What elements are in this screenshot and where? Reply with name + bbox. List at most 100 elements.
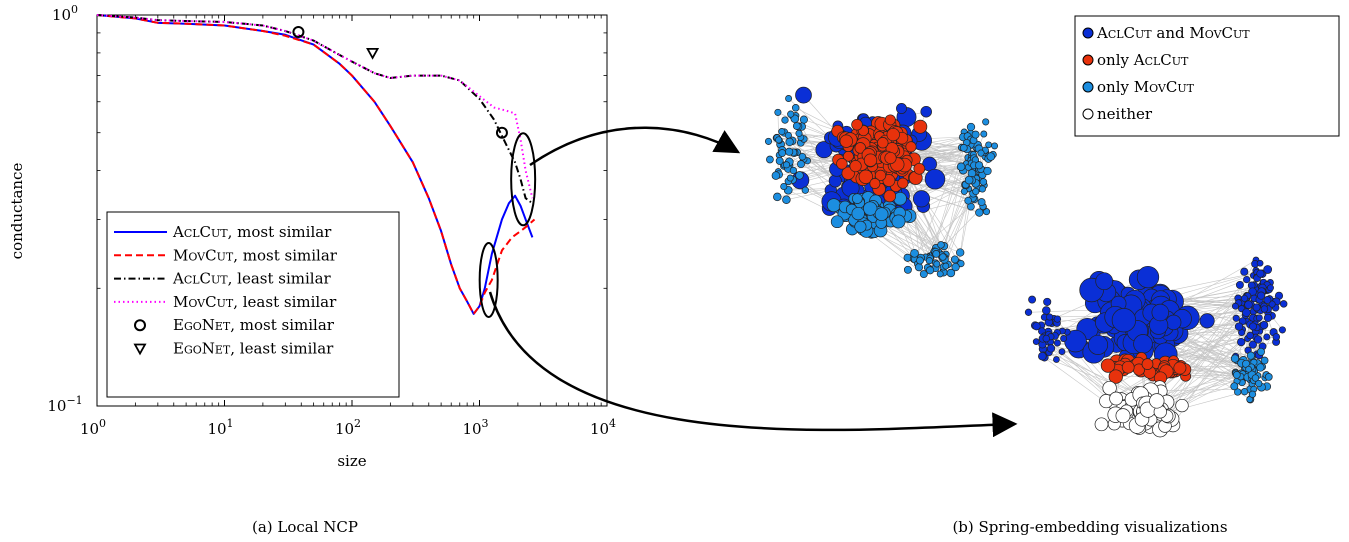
network-node — [782, 161, 791, 169]
network-node — [1240, 267, 1249, 276]
legend-label: AclCut, least similar — [172, 270, 332, 288]
caption-b: (b) Spring-embedding visualizations — [952, 518, 1227, 536]
network-node — [1279, 300, 1288, 308]
network-node — [951, 262, 960, 272]
network-node — [1252, 303, 1261, 312]
legend-label: AclCut, most similar — [172, 223, 332, 241]
network-node — [912, 190, 931, 208]
network-node — [789, 166, 798, 175]
network-node — [883, 189, 897, 203]
network-node — [782, 195, 791, 204]
network-node — [926, 266, 935, 275]
network-node — [884, 151, 897, 165]
legend-label: MovCut, least similar — [173, 293, 337, 311]
network-node — [913, 162, 926, 175]
y-axis-label: conductance — [8, 163, 26, 260]
network-node — [830, 215, 844, 229]
network-node — [971, 130, 980, 139]
network-node — [1248, 340, 1257, 349]
network-node — [874, 169, 887, 182]
network-node — [982, 118, 990, 126]
network-node — [795, 86, 812, 104]
network-node — [1267, 284, 1274, 292]
network-node — [1249, 322, 1257, 331]
network-node — [1133, 334, 1153, 354]
network-node — [791, 104, 800, 112]
network-node — [836, 158, 848, 170]
network-node — [1256, 259, 1264, 267]
legend-swatch — [134, 319, 146, 332]
network-node — [1243, 275, 1251, 284]
network-node — [1257, 347, 1265, 356]
marker-point — [495, 126, 508, 139]
network-node — [925, 257, 933, 265]
network-node — [1043, 297, 1052, 306]
network-node — [964, 196, 973, 205]
network-node — [933, 260, 941, 268]
network-node — [975, 161, 984, 170]
network-node — [919, 270, 928, 279]
network-node — [972, 187, 980, 196]
network-node — [966, 122, 976, 132]
network-node — [1111, 308, 1137, 333]
network-node — [801, 186, 809, 194]
network-node — [1251, 374, 1260, 382]
network-node — [1094, 417, 1109, 432]
x-tick-label: 104 — [590, 417, 616, 438]
network-node — [1268, 300, 1276, 308]
network-node — [891, 214, 906, 229]
network-node — [1257, 291, 1266, 300]
network-node — [1255, 314, 1263, 322]
network-node — [1259, 320, 1269, 330]
network-node — [778, 128, 786, 136]
chart-legend: AclCut, most similar MovCut, most similar… — [106, 211, 400, 398]
network-node — [964, 175, 974, 185]
network-node — [781, 116, 789, 124]
series-line-2 — [96, 14, 534, 205]
network-node — [797, 160, 805, 169]
network-legend-dot — [1082, 108, 1094, 120]
network-legend: AclCut and MovCut only AclCut only MovCut n… — [1074, 15, 1340, 137]
network-node — [977, 198, 986, 207]
network-node — [1232, 314, 1240, 322]
network-node — [780, 182, 788, 191]
network-node — [896, 103, 907, 114]
x-tick-label: 101 — [207, 417, 233, 438]
network-node — [937, 241, 945, 249]
network-node — [979, 178, 988, 186]
network-node — [795, 171, 804, 180]
network-node — [1115, 408, 1131, 424]
network-node — [851, 206, 865, 221]
network-node — [959, 144, 968, 152]
network-node — [886, 127, 900, 142]
series-line-3 — [96, 14, 534, 199]
network-node — [960, 187, 968, 195]
x-axis-label: size — [337, 452, 366, 470]
network-legend-label: only AclCut — [1097, 51, 1189, 69]
network-node — [786, 174, 794, 182]
network-node — [1109, 391, 1123, 406]
network-node — [1232, 371, 1241, 379]
network-node — [1263, 313, 1273, 322]
network-node — [1108, 369, 1123, 384]
network-node — [977, 149, 985, 157]
network-node — [1246, 331, 1254, 340]
network-node — [1256, 269, 1265, 278]
network-node — [1240, 388, 1249, 396]
network-node — [1058, 348, 1066, 355]
network-legend-dot — [1082, 27, 1094, 39]
network-node — [795, 129, 803, 137]
network-node — [920, 105, 932, 118]
marker-point — [366, 47, 380, 60]
network-legend-dot — [1082, 81, 1094, 93]
network-node — [936, 270, 944, 278]
network-node — [785, 147, 794, 156]
network-node — [1042, 334, 1051, 343]
network-legend-label: only MovCut — [1097, 78, 1195, 96]
network-node — [1028, 295, 1037, 304]
network-node — [975, 208, 984, 217]
network-node — [785, 137, 794, 147]
network-node — [1165, 314, 1182, 331]
